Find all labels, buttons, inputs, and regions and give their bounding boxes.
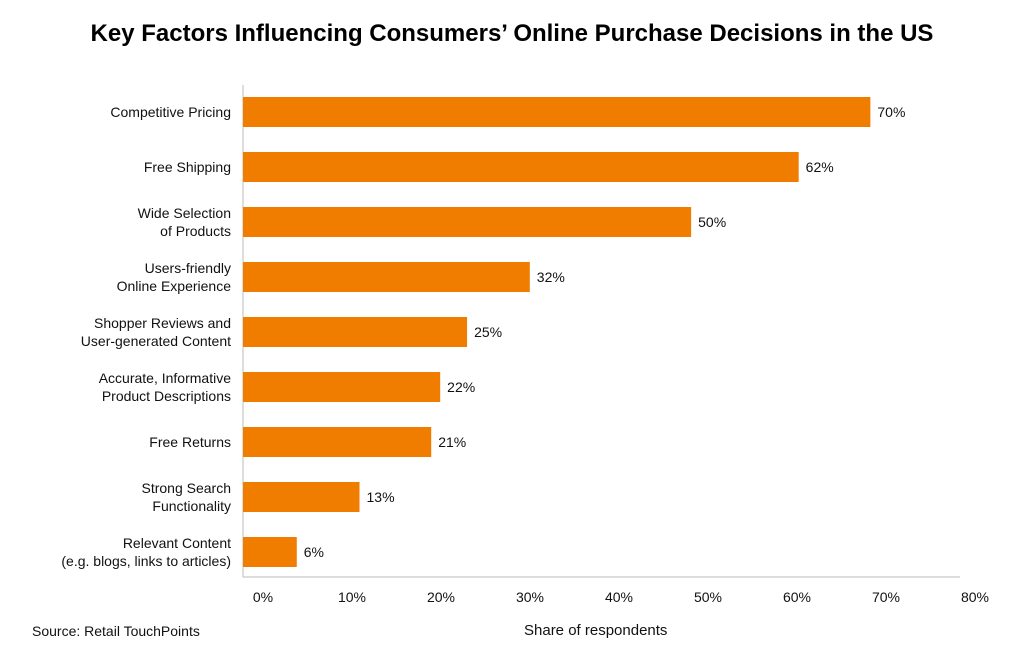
category-label: Accurate, Informative Product Description… bbox=[99, 370, 231, 404]
x-tick-label: 10% bbox=[338, 589, 366, 605]
data-label: 50% bbox=[698, 214, 726, 230]
category-label: Free Shipping bbox=[144, 159, 231, 175]
category-label: Shopper Reviews and User-generated Conten… bbox=[81, 315, 231, 349]
bar bbox=[243, 152, 799, 182]
category-label: Competitive Pricing bbox=[110, 104, 231, 120]
category-label: Wide Selection of Products bbox=[138, 205, 231, 239]
data-label: 13% bbox=[367, 489, 395, 505]
data-label: 32% bbox=[537, 269, 565, 285]
bar bbox=[243, 427, 432, 457]
data-label: 21% bbox=[438, 434, 466, 450]
bar bbox=[243, 207, 692, 237]
chart-title: Key Factors Influencing Consumers’ Onlin… bbox=[90, 20, 934, 47]
x-tick-label: 40% bbox=[605, 589, 633, 605]
category-label: Users-friendly Online Experience bbox=[117, 260, 232, 294]
x-tick-label: 50% bbox=[694, 589, 722, 605]
bar bbox=[243, 262, 530, 292]
x-tick-label: 70% bbox=[872, 589, 900, 605]
bar bbox=[243, 372, 441, 402]
bar bbox=[243, 482, 360, 512]
data-label: 22% bbox=[447, 379, 475, 395]
data-label: 25% bbox=[474, 324, 502, 340]
bar bbox=[243, 97, 871, 127]
x-tick-label: 30% bbox=[516, 589, 544, 605]
source-note: Source: Retail TouchPoints bbox=[32, 623, 200, 639]
data-label: 6% bbox=[304, 544, 324, 560]
x-tick-label: 60% bbox=[783, 589, 811, 605]
category-label: Free Returns bbox=[149, 434, 231, 450]
x-tick-label: 20% bbox=[427, 589, 455, 605]
bar bbox=[243, 317, 468, 347]
x-tick-label: 80% bbox=[961, 589, 989, 605]
bar bbox=[243, 537, 297, 567]
data-label: 62% bbox=[806, 159, 834, 175]
category-label: Strong Search Functionality bbox=[142, 480, 232, 514]
data-label: 70% bbox=[877, 104, 905, 120]
x-tick-label: 0% bbox=[253, 589, 273, 605]
x-axis-label: Share of respondents bbox=[524, 622, 668, 639]
category-label: Relevant Content (e.g. blogs, links to ar… bbox=[61, 535, 231, 569]
